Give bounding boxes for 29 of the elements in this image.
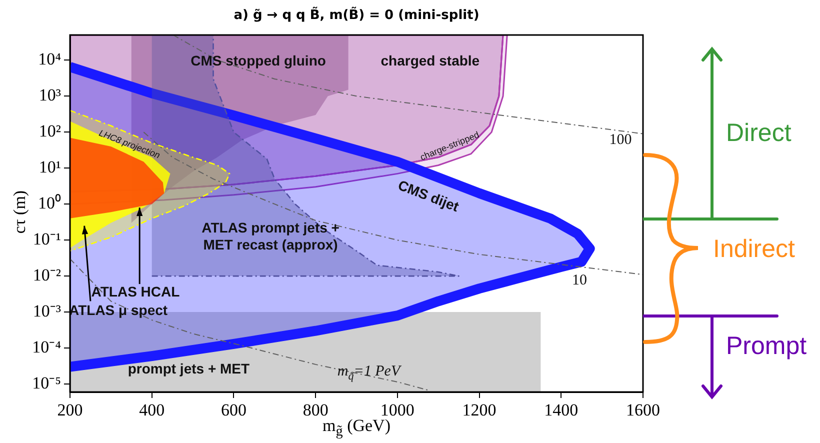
series-label: CMS stopped gluino bbox=[190, 52, 326, 69]
x-tick-label: 1600 bbox=[626, 400, 660, 420]
y-tick-label: 10² bbox=[38, 122, 61, 141]
series-label: 100 bbox=[609, 132, 632, 148]
y-tick-label: 10⁻³ bbox=[32, 302, 61, 321]
x-tick-label: 200 bbox=[57, 400, 83, 420]
y-tick-label: 10⁻¹ bbox=[32, 230, 61, 249]
x-tick-label: 1400 bbox=[544, 400, 578, 420]
series-label: charged stable bbox=[380, 52, 480, 69]
y-tick-label: 10⁰ bbox=[38, 194, 61, 213]
series-label: prompt jets + MET bbox=[128, 360, 250, 377]
series-label: CMS dijet bbox=[396, 176, 462, 215]
text: Prompt bbox=[726, 332, 807, 360]
series-label: 10 bbox=[572, 272, 588, 288]
y-axis-title: cτ (m) bbox=[10, 189, 30, 236]
x-tick-label: 1200 bbox=[462, 400, 496, 420]
y-tick-label: 10¹ bbox=[38, 158, 61, 177]
y-tick-label: 10⁻² bbox=[32, 266, 61, 285]
y-tick-label: 10⁻⁵ bbox=[32, 373, 62, 392]
y-tick-label: 10⁴ bbox=[38, 50, 62, 69]
text: Indirect bbox=[713, 235, 796, 263]
chart-title: a) g̃ → q q B̃, m(B̃) = 0 (mini-split) bbox=[232, 8, 480, 23]
x-tick-label: 600 bbox=[220, 400, 246, 420]
y-tick-label: 10³ bbox=[38, 86, 61, 105]
x-tick-label: 400 bbox=[139, 400, 165, 420]
text: Direct bbox=[726, 119, 792, 147]
text: ATLAS HCAL bbox=[91, 283, 180, 300]
series-label: ATLAS prompt jets + MET recast (approx) bbox=[202, 220, 340, 253]
y-tick-label: 10⁻⁴ bbox=[32, 338, 62, 356]
